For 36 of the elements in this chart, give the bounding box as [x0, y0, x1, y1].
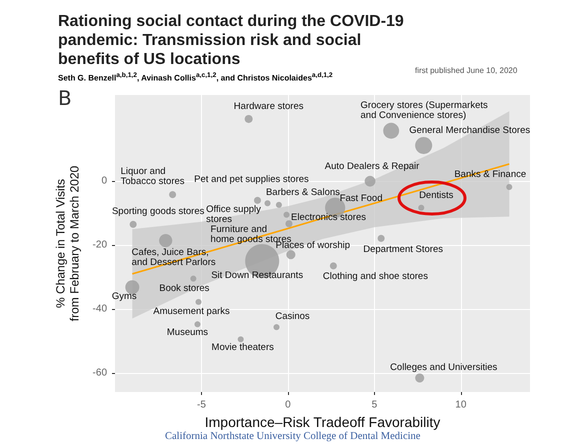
- text: B: [58, 86, 72, 110]
- x-tick-label: 5: [372, 400, 378, 410]
- y-tick-label: 0: [101, 176, 108, 187]
- annotation: Office supply stores: [206, 204, 261, 226]
- annotation: Casinos: [275, 311, 310, 322]
- x-axis-title: Importance–Risk Tradeoff Favorability: [204, 414, 440, 430]
- annotation: Movie theaters: [212, 342, 274, 354]
- x-tick-label: 0: [285, 400, 292, 410]
- annotation: Department Stores: [363, 244, 443, 256]
- y-tick-label: -20: [92, 240, 108, 251]
- annotation: Fast Food: [340, 192, 382, 204]
- chart-title: Rationing social contact during the COVID-19 pandemic: Transmission risk and social benefits of US locations: [58, 13, 404, 68]
- annotation: Sporting goods stores: [112, 206, 204, 218]
- annotation: Museums: [166, 327, 208, 338]
- text: first published June 10, 2020: [415, 66, 518, 75]
- annotation: Amusement parks: [153, 306, 230, 317]
- annotation: Book stores: [159, 282, 210, 294]
- x-tick-label: 10: [455, 400, 467, 410]
- y-tick-label: -40: [92, 303, 108, 314]
- y-axis-title: % Change in Total Visits from February to March 2020: [54, 165, 82, 322]
- chart-subtitle: Seth G. Benzell$^{a,b,1,2}$, Avinash Collis$^{a,c,1,2}$, and Christos Nicolaides$^{a,d,1,2}$: [58, 72, 333, 83]
- annotation: Liquor and Tobacco stores: [120, 166, 185, 187]
- annotation: Dentists: [419, 190, 454, 201]
- annotation: Pet and pet supplies stores: [194, 174, 309, 186]
- annotation: Gyms: [112, 291, 137, 302]
- annotation: Barbers & Salons: [266, 186, 340, 198]
- annotation: Grocery stores (Supermarkets and Convenience stores): [360, 100, 488, 121]
- y-tick-label: -60: [92, 367, 108, 378]
- annotation: Sit Down Restaurants: [211, 270, 304, 282]
- annotation: General Merchandise Stores: [409, 125, 530, 136]
- text: California Northstate University College of Dental Medicine: [165, 431, 420, 443]
- annotation: Colleges and Universities: [390, 362, 498, 373]
- x-tick-label: -5: [197, 400, 206, 410]
- annotation: Auto Dealers & Repair: [324, 161, 420, 172]
- annotation: Hardware stores: [234, 100, 304, 112]
- annotation: Clothing and shoe stores: [322, 270, 428, 282]
